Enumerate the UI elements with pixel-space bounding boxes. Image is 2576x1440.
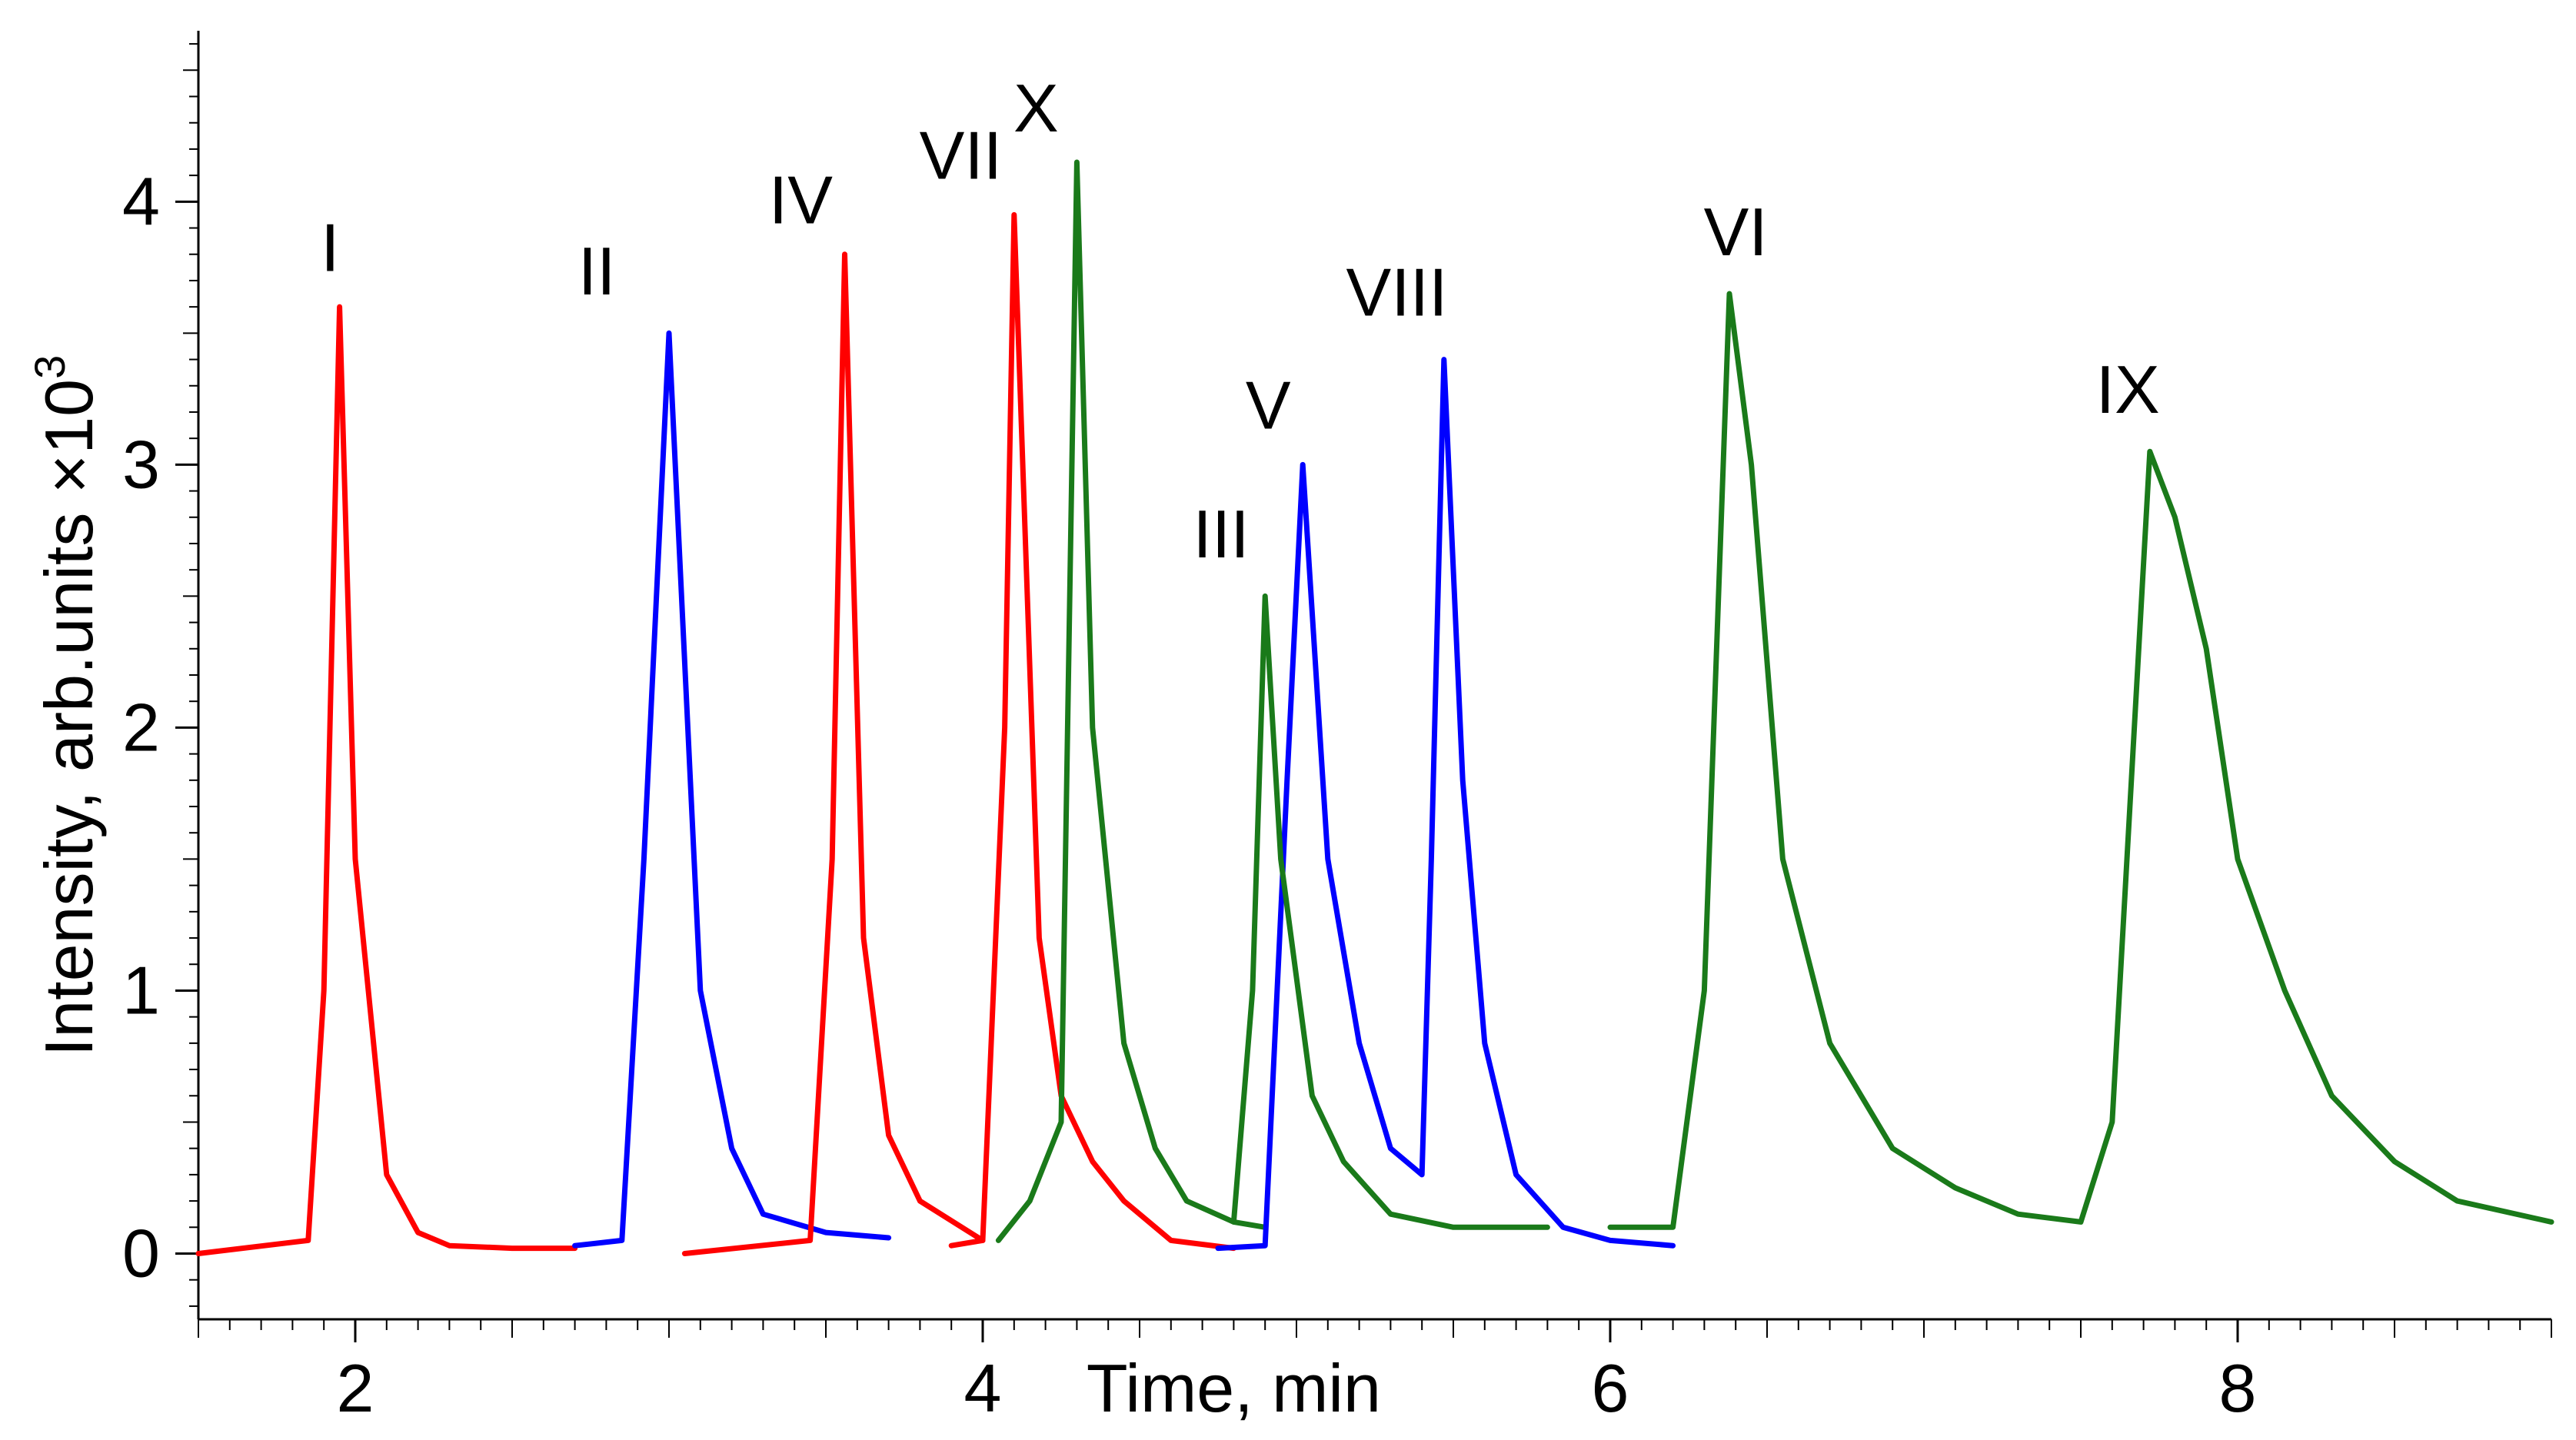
trace-red-segment-1 [195, 304, 578, 1256]
x-tick-label: 2 [337, 1350, 374, 1426]
peak-label: II [578, 233, 616, 309]
peak-label: VII [920, 118, 1003, 194]
x-tick-label: 8 [2219, 1350, 2257, 1426]
y-tick-label: 3 [122, 426, 160, 502]
peak-label: V [1246, 367, 1291, 444]
y-axis-title-text: Intensity, arb.units ×10 [31, 379, 107, 1056]
trace-red-segment-2 [681, 251, 986, 1256]
tick-labels: 2 4 6 8 0 1 2 3 4 [122, 163, 2256, 1426]
x-tick-label: 6 [1592, 1350, 1629, 1426]
y-axis-title-group: Intensity, arb.units ×103 [25, 355, 107, 1057]
peak-label: VIII [1346, 254, 1448, 330]
peak-label: IV [769, 162, 833, 238]
traces [195, 159, 2554, 1256]
ticks [175, 43, 2552, 1342]
trace-green-segment-2 [1230, 593, 1550, 1230]
trace-green-segment-3 [1607, 291, 2554, 1230]
axes [197, 31, 2551, 1321]
peak-label: I [321, 209, 339, 285]
peak-label: X [1013, 70, 1059, 146]
trace-red-segment-3 [948, 211, 1236, 1252]
y-tick-label: 4 [122, 163, 160, 239]
trace-blue-segment-2 [1215, 357, 1676, 1252]
y-tick-label: 2 [122, 689, 160, 765]
x-axis-title: Time, min [1087, 1350, 1381, 1426]
peak-label: VI [1704, 194, 1768, 270]
y-tick-label: 0 [122, 1215, 160, 1291]
trace-blue-segment-1 [572, 330, 892, 1249]
y-axis-title-exponent: 3 [25, 355, 74, 379]
x-tick-label: 4 [964, 1350, 1002, 1426]
peak-label: III [1193, 496, 1249, 572]
y-tick-label: 1 [122, 952, 160, 1028]
trace-green-segment-1 [995, 159, 1268, 1243]
peak-label: IX [2096, 351, 2160, 427]
y-axis-title: Intensity, arb.units ×103 [25, 355, 107, 1057]
